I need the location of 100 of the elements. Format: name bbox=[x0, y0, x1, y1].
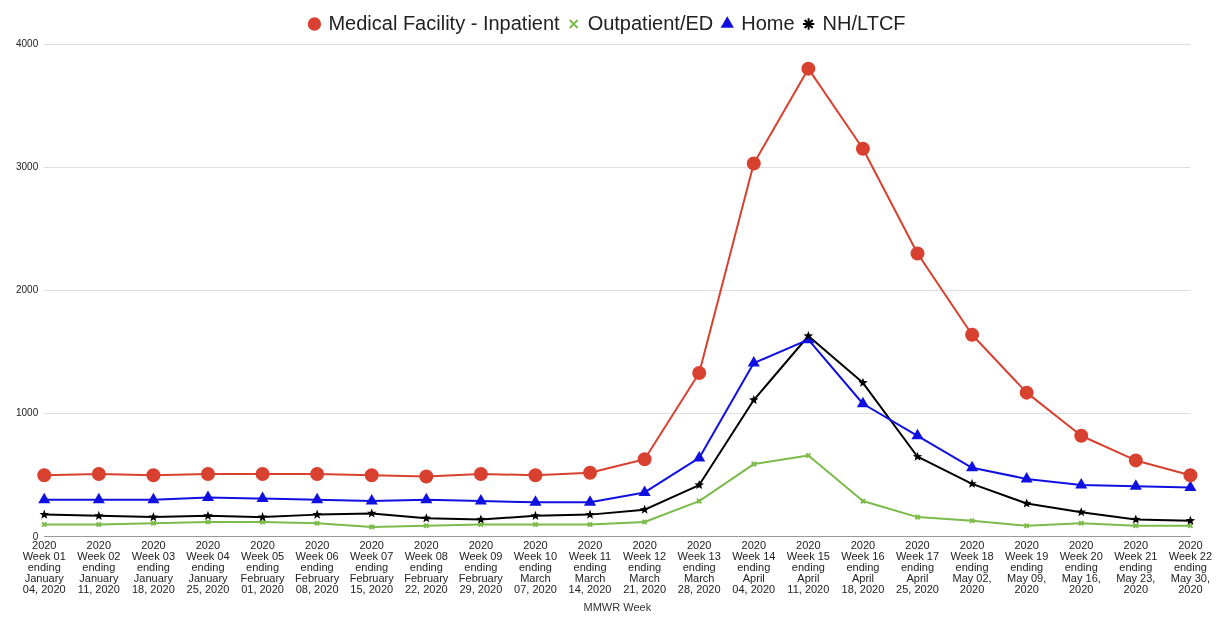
legend-label: NH/LTCF bbox=[822, 11, 906, 34]
point bbox=[859, 497, 867, 505]
point bbox=[364, 468, 379, 483]
point bbox=[257, 492, 268, 503]
point bbox=[639, 504, 650, 514]
point bbox=[857, 397, 869, 408]
point bbox=[203, 510, 213, 520]
point bbox=[910, 246, 925, 261]
point bbox=[37, 468, 52, 483]
point bbox=[1021, 472, 1032, 483]
point bbox=[310, 466, 325, 481]
point bbox=[1019, 385, 1034, 400]
point bbox=[257, 512, 268, 522]
x-tick-label: 2020 Week 06 ending February 08, 2020 bbox=[295, 539, 340, 596]
point bbox=[1131, 514, 1141, 524]
point bbox=[475, 495, 487, 505]
point bbox=[1183, 468, 1198, 483]
point bbox=[312, 509, 322, 519]
point bbox=[314, 520, 321, 527]
point bbox=[528, 468, 543, 483]
point bbox=[366, 508, 377, 518]
point bbox=[204, 518, 212, 526]
legend-label: Home bbox=[741, 11, 795, 34]
x-tick-label: 2020 Week 20 ending May 16, 2020 bbox=[1059, 539, 1103, 596]
point bbox=[693, 451, 705, 462]
point bbox=[696, 497, 703, 505]
point bbox=[966, 461, 978, 472]
point bbox=[366, 495, 378, 505]
x-axis-title: MMWR Week bbox=[583, 601, 652, 614]
point bbox=[530, 510, 541, 520]
point bbox=[1076, 507, 1086, 517]
y-tick-label: 1000 bbox=[16, 407, 39, 419]
point bbox=[94, 510, 104, 520]
point bbox=[585, 509, 595, 519]
x-tick-label: 2020 Week 02 ending January 11, 2020 bbox=[77, 539, 121, 596]
point bbox=[912, 429, 923, 440]
point bbox=[1130, 480, 1142, 490]
point bbox=[749, 395, 759, 405]
y-tick-label: 2000 bbox=[16, 284, 39, 296]
point bbox=[1128, 453, 1143, 468]
point bbox=[93, 493, 105, 504]
point bbox=[967, 478, 977, 488]
y-tick-label: 0 bbox=[32, 530, 39, 542]
point bbox=[968, 517, 976, 524]
x-tick-label: 2020 Week 07 ending February 15, 2020 bbox=[349, 539, 395, 596]
y-tick-label: 3000 bbox=[16, 160, 39, 172]
point bbox=[476, 514, 486, 524]
point bbox=[855, 141, 870, 156]
point bbox=[148, 493, 159, 504]
x-tick-label: 2020 Week 18 ending May 02, 2020 bbox=[950, 539, 994, 596]
point bbox=[965, 327, 980, 342]
point bbox=[912, 451, 923, 461]
x-tick-label: 2020 Week 04 ending January 25, 2020 bbox=[186, 539, 230, 596]
point bbox=[420, 493, 432, 504]
point bbox=[368, 523, 375, 531]
x-tick-label: 2020 Week 22 ending May 30, 2020 bbox=[1168, 539, 1212, 596]
point bbox=[311, 493, 323, 504]
point bbox=[91, 466, 106, 481]
x-tick-label: 2020 Week 12 ending March 21, 2020 bbox=[623, 539, 667, 596]
point bbox=[148, 512, 159, 522]
x-tick-label: 2020 Week 14 ending April 04, 2020 bbox=[732, 539, 776, 596]
x-tick-label: 2020 Week 13 ending March 28, 2020 bbox=[677, 539, 721, 596]
y-tick-label: 4000 bbox=[16, 37, 39, 49]
x-tick-label: 2020 Week 09 ending February 29, 2020 bbox=[458, 539, 504, 596]
x-tick-label: 2020 Week 03 ending January 18, 2020 bbox=[131, 539, 176, 596]
point bbox=[419, 469, 434, 484]
x-tick-label: 2020 Week 05 ending February 01, 2020 bbox=[240, 539, 286, 596]
point bbox=[1075, 479, 1087, 489]
point bbox=[692, 365, 707, 380]
legend-label: Medical Facility - Inpatient bbox=[328, 11, 561, 34]
x-tick-label: 2020 Week 15 ending April 11, 2020 bbox=[786, 539, 830, 596]
point bbox=[583, 465, 598, 480]
legend-label: Outpatient/ED bbox=[587, 11, 714, 34]
point bbox=[1185, 481, 1196, 492]
x-tick-label: 2020 Week 08 ending February 22, 2020 bbox=[404, 539, 449, 596]
point bbox=[38, 493, 50, 504]
point bbox=[858, 377, 868, 387]
point bbox=[200, 466, 215, 481]
point bbox=[584, 496, 596, 506]
point bbox=[255, 466, 270, 481]
point bbox=[202, 491, 214, 501]
point bbox=[530, 496, 541, 506]
point bbox=[746, 156, 761, 171]
point bbox=[639, 486, 650, 496]
x-tick-label: 2020 Week 19 ending May 09, 2020 bbox=[1005, 539, 1049, 596]
point bbox=[750, 460, 757, 468]
point bbox=[748, 357, 760, 367]
x-tick-label: 2020 Week 16 ending April 18, 2020 bbox=[841, 539, 885, 596]
point bbox=[637, 452, 652, 467]
point bbox=[39, 509, 49, 519]
point bbox=[421, 513, 432, 523]
point bbox=[694, 480, 704, 490]
point bbox=[801, 61, 816, 76]
point bbox=[146, 468, 161, 483]
x-tick-label: 2020 Week 11 ending March 14, 2020 bbox=[568, 539, 612, 596]
x-tick-label: 2020 Week 01 ending January 04, 2020 bbox=[22, 539, 66, 596]
x-tick-label: 2020 Week 21 ending May 23, 2020 bbox=[1114, 539, 1158, 596]
point bbox=[473, 466, 488, 481]
point bbox=[1074, 428, 1089, 443]
point bbox=[1185, 515, 1196, 525]
